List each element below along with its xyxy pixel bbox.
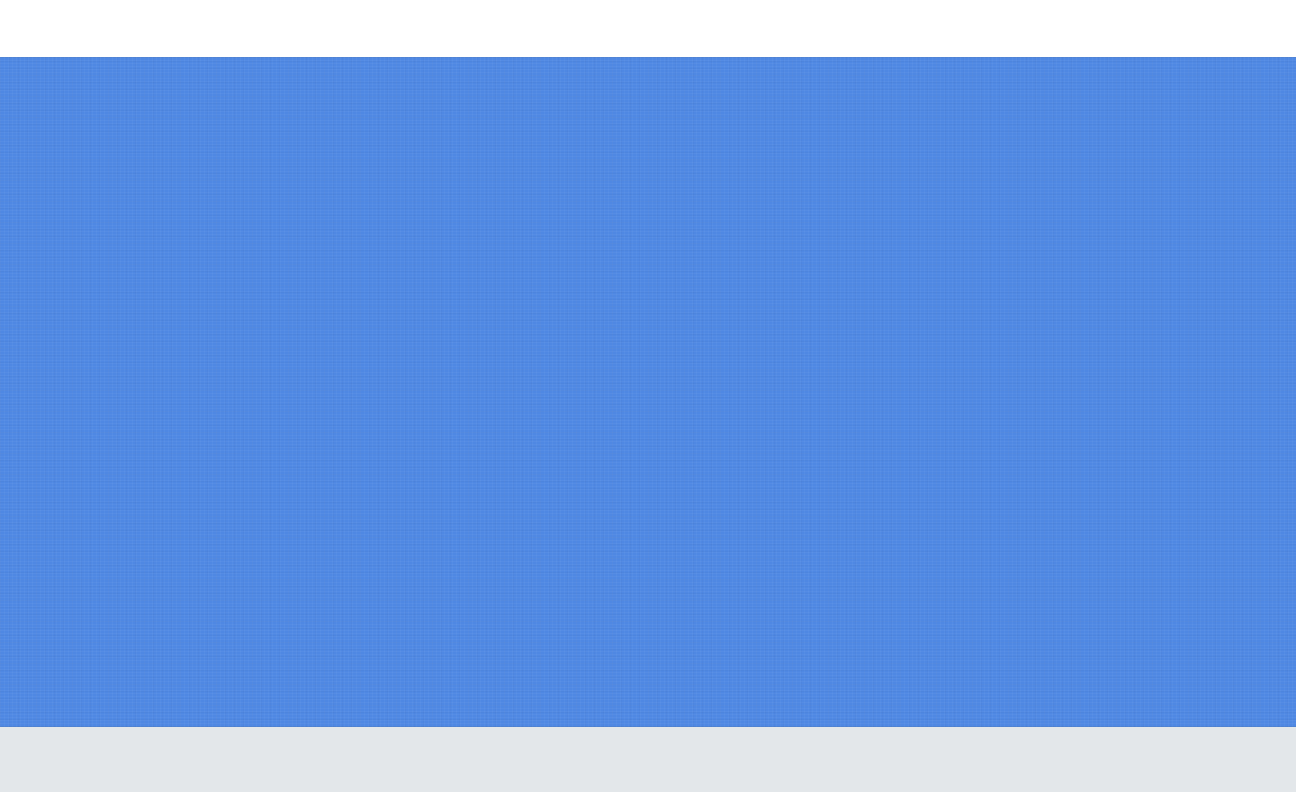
footer-strip (0, 727, 1296, 792)
hero-banner (0, 57, 1296, 727)
top-bar (0, 0, 1296, 57)
